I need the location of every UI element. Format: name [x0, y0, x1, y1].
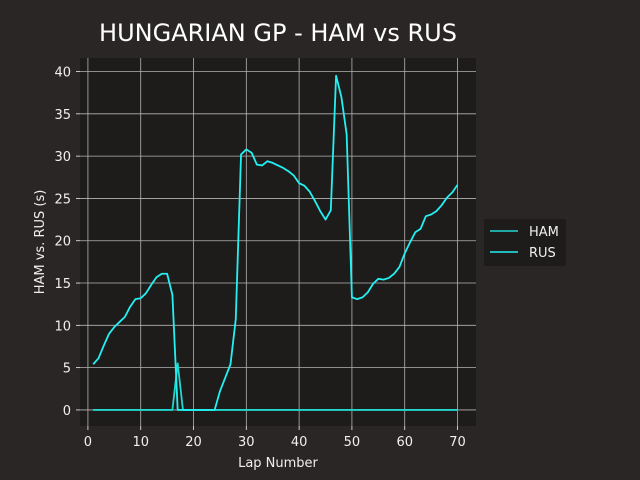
tick-labels: 0 10 20 30 40 50 60 70 0 5 10 15 20 25 30 35 40 — [54, 66, 465, 450]
x-tick-label: 0 — [84, 435, 92, 450]
legend: HAM RUS — [484, 219, 566, 266]
y-tick-label: 25 — [54, 192, 71, 207]
y-tick-label: 10 — [54, 319, 71, 334]
x-tick-label: 70 — [449, 435, 466, 450]
y-tick-label: 35 — [54, 108, 71, 123]
y-axis-label: HAM vs. RUS (s) — [33, 190, 48, 295]
series-line-rus — [92, 74, 459, 411]
y-tick-label: 40 — [54, 66, 71, 81]
series-lines — [92, 74, 459, 411]
x-tick-label: 30 — [238, 435, 255, 450]
x-tick-label: 60 — [396, 435, 413, 450]
legend-label-rus: RUS — [529, 246, 556, 261]
y-tick-label: 20 — [54, 235, 71, 250]
x-axis-label: Lap Number — [238, 456, 318, 471]
plot-area — [80, 58, 476, 426]
y-tick-label: 30 — [54, 150, 71, 165]
y-tick-label: 0 — [63, 404, 71, 419]
x-tick-label: 20 — [185, 435, 202, 450]
x-tick-label: 40 — [291, 435, 308, 450]
legend-label-ham: HAM — [529, 225, 559, 240]
x-tick-label: 50 — [344, 435, 361, 450]
y-tick-label: 5 — [63, 362, 71, 377]
x-tick-label: 10 — [132, 435, 149, 450]
series-line-ham — [93, 362, 458, 411]
chart-title: HUNGARIAN GP - HAM vs RUS — [99, 19, 457, 47]
y-tick-label: 15 — [54, 277, 71, 292]
